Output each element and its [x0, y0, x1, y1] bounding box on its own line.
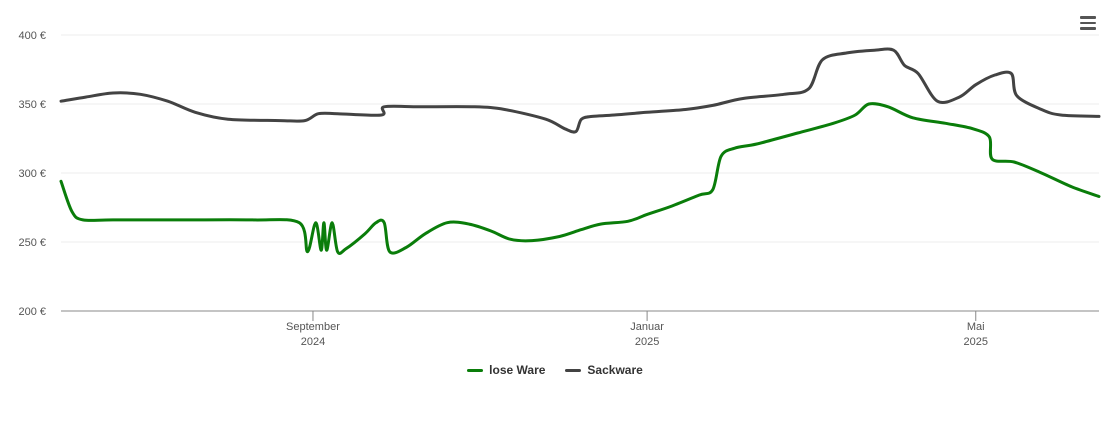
y-tick-label: 200 € — [18, 306, 46, 318]
y-tick-label: 250 € — [18, 237, 46, 249]
x-tick-label-year: 2025 — [635, 336, 659, 348]
legend-label: Sackware — [587, 363, 643, 377]
hamburger-menu-icon — [1080, 27, 1096, 30]
series-lines — [59, 47, 1101, 255]
legend-item-sackware[interactable]: Sackware — [565, 363, 643, 377]
grid-lines — [61, 34, 1099, 243]
x-tick-label-month: Mai — [967, 321, 985, 333]
legend-label: lose Ware — [489, 363, 546, 377]
x-tick-label-month: Januar — [630, 321, 664, 333]
series-line-sackware — [59, 47, 1101, 134]
hamburger-menu-icon — [1080, 21, 1096, 25]
y-axis: 200 € 250 € 300 € 350 € 400 € — [18, 30, 46, 318]
chart-menu-button[interactable] — [1076, 12, 1100, 34]
y-tick-label: 400 € — [18, 30, 46, 42]
x-tick-label-year: 2024 — [301, 336, 325, 348]
x-tick-label-year: 2025 — [964, 336, 988, 348]
x-axis: September 2024 Januar 2025 Mai 2025 — [61, 310, 1099, 348]
chart-legend: lose Ware Sackware — [0, 363, 1110, 377]
legend-swatch — [467, 368, 484, 372]
y-tick-label: 300 € — [18, 168, 46, 180]
legend-item-lose-ware[interactable]: lose Ware — [467, 363, 545, 377]
x-tick-label-month: September — [286, 321, 340, 333]
legend-swatch — [565, 368, 582, 372]
series-line-lose-ware — [59, 102, 1101, 255]
y-tick-label: 350 € — [18, 99, 46, 111]
hamburger-menu-icon — [1080, 16, 1096, 19]
